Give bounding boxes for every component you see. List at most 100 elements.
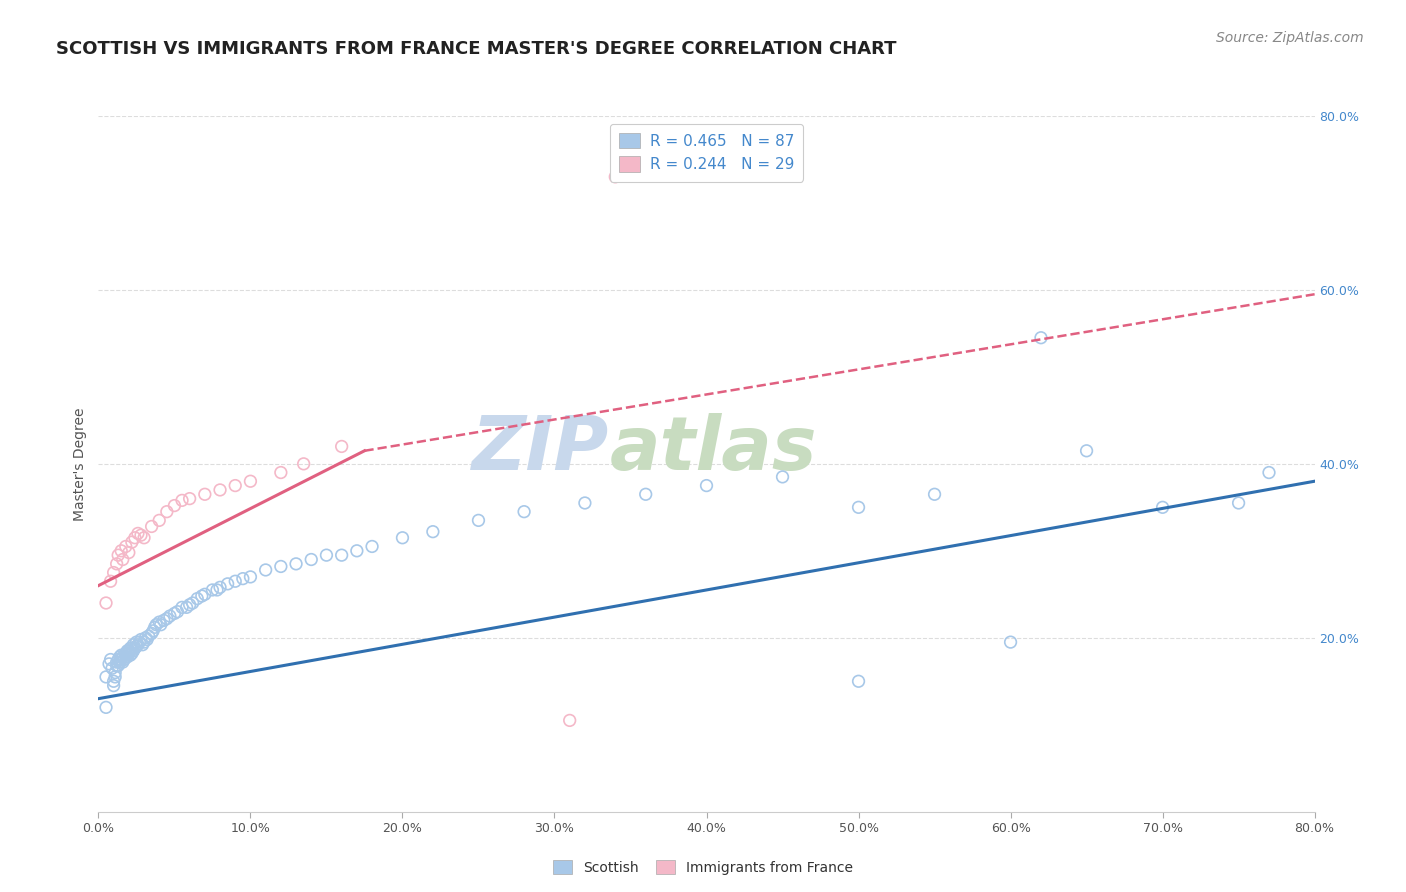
Point xyxy=(104,670,127,684)
Point xyxy=(120,648,142,662)
Point xyxy=(124,531,146,545)
Point xyxy=(239,570,262,584)
Text: Source: ZipAtlas.com: Source: ZipAtlas.com xyxy=(1216,31,1364,45)
Point xyxy=(467,513,489,527)
Point xyxy=(103,566,125,580)
Y-axis label: Master's Degree: Master's Degree xyxy=(73,407,87,521)
Point xyxy=(103,679,125,693)
Point xyxy=(205,582,228,597)
Point xyxy=(152,614,174,628)
Point xyxy=(170,600,193,615)
Point xyxy=(924,487,946,501)
Point xyxy=(118,647,141,661)
Point xyxy=(145,617,167,632)
Point xyxy=(1076,443,1098,458)
Point xyxy=(149,617,172,632)
Point xyxy=(270,559,292,574)
Point xyxy=(232,572,254,586)
Point xyxy=(110,543,132,558)
Point xyxy=(125,635,148,649)
Point xyxy=(170,493,193,508)
Point xyxy=(166,605,188,619)
Point xyxy=(105,557,128,571)
Point xyxy=(239,474,262,488)
Point xyxy=(330,440,353,454)
Point xyxy=(163,607,186,621)
Point xyxy=(176,600,198,615)
Point xyxy=(128,635,150,649)
Point xyxy=(634,487,657,501)
Point xyxy=(121,647,143,661)
Point xyxy=(346,543,368,558)
Text: atlas: atlas xyxy=(609,413,817,486)
Point xyxy=(209,483,232,497)
Point xyxy=(148,513,170,527)
Point xyxy=(107,658,129,673)
Point xyxy=(292,457,315,471)
Point xyxy=(132,531,155,545)
Point xyxy=(121,535,143,549)
Point xyxy=(114,647,136,661)
Point xyxy=(422,524,444,539)
Point xyxy=(101,661,124,675)
Point xyxy=(100,574,122,589)
Point xyxy=(122,644,145,658)
Point xyxy=(315,548,337,562)
Point xyxy=(224,478,246,492)
Point xyxy=(156,612,179,626)
Point xyxy=(1152,500,1174,515)
Point xyxy=(179,491,201,506)
Point xyxy=(159,609,181,624)
Point xyxy=(513,505,536,519)
Point xyxy=(129,632,152,647)
Point xyxy=(117,649,139,664)
Point xyxy=(129,528,152,542)
Point xyxy=(121,641,143,656)
Point xyxy=(94,700,117,714)
Point xyxy=(209,580,232,594)
Point xyxy=(143,620,166,634)
Point xyxy=(696,478,718,492)
Point xyxy=(127,638,149,652)
Point xyxy=(558,714,581,728)
Point xyxy=(1227,496,1250,510)
Point xyxy=(127,526,149,541)
Point xyxy=(361,540,384,554)
Point xyxy=(111,552,134,566)
Point xyxy=(285,557,308,571)
Point xyxy=(105,655,128,669)
Point xyxy=(125,640,148,654)
Point xyxy=(142,624,165,638)
Point xyxy=(1000,635,1022,649)
Point xyxy=(108,655,131,669)
Point xyxy=(100,652,122,666)
Point xyxy=(179,598,201,612)
Point xyxy=(391,531,413,545)
Legend: R = 0.465   N = 87, R = 0.244   N = 29: R = 0.465 N = 87, R = 0.244 N = 29 xyxy=(610,124,803,182)
Point xyxy=(110,652,132,666)
Point xyxy=(186,591,208,606)
Point xyxy=(94,670,117,684)
Point xyxy=(141,626,163,640)
Point xyxy=(194,487,217,501)
Point xyxy=(118,644,141,658)
Point xyxy=(124,641,146,656)
Point xyxy=(132,635,155,649)
Point xyxy=(135,631,157,645)
Point xyxy=(98,657,121,671)
Point xyxy=(224,574,246,589)
Point xyxy=(114,649,136,664)
Point xyxy=(136,632,159,647)
Point xyxy=(156,505,179,519)
Point xyxy=(107,652,129,666)
Point xyxy=(772,470,794,484)
Point xyxy=(191,589,214,603)
Point xyxy=(112,652,135,666)
Point xyxy=(605,169,627,184)
Point xyxy=(254,563,277,577)
Text: SCOTTISH VS IMMIGRANTS FROM FRANCE MASTER'S DEGREE CORRELATION CHART: SCOTTISH VS IMMIGRANTS FROM FRANCE MASTE… xyxy=(56,40,897,58)
Point xyxy=(181,596,204,610)
Point xyxy=(131,638,153,652)
Point xyxy=(104,665,127,680)
Point xyxy=(117,644,139,658)
